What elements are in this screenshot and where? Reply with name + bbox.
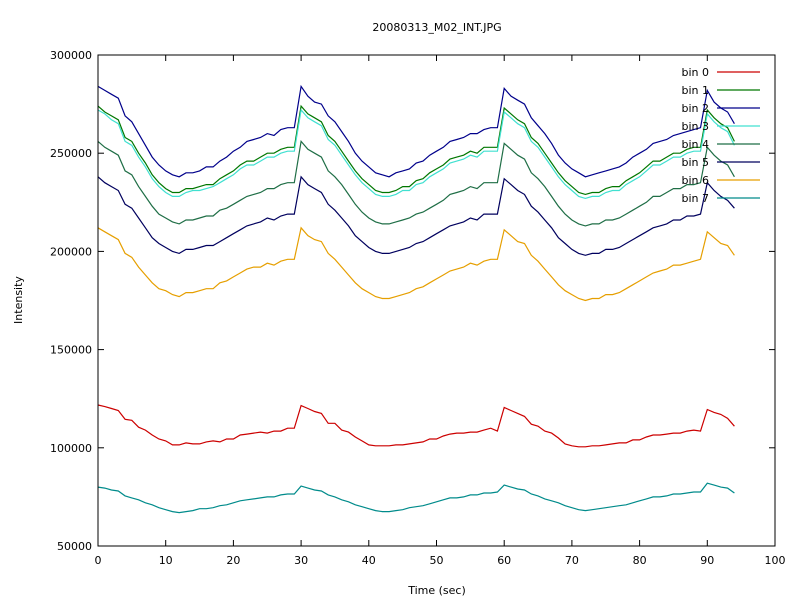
x-tick-label: 50	[430, 554, 444, 567]
legend-label: bin 7	[681, 192, 709, 205]
x-tick-label: 80	[633, 554, 647, 567]
series-line-bin-5	[97, 175, 735, 256]
legend-label: bin 4	[681, 138, 709, 151]
series-layer	[97, 84, 735, 514]
legend-label: bin 6	[681, 174, 709, 187]
x-tick-label: 30	[294, 554, 308, 567]
series-line-bin-6	[97, 226, 735, 302]
series-line-bin-3	[97, 108, 735, 200]
legend: bin 0 bin 1 bin 2 bin 3 bin 4 bin 5 bin 6 bin 7	[681, 66, 760, 205]
x-tick-label: 60	[497, 554, 511, 567]
plot-frame	[97, 54, 776, 547]
chart-title: 20080313_M02_INT.JPG	[372, 21, 501, 34]
x-tick-label: 10	[159, 554, 173, 567]
x-tick-label: 100	[765, 554, 786, 567]
x-tick-label: 0	[95, 554, 102, 567]
x-tick-label: 90	[700, 554, 714, 567]
legend-label: bin 3	[681, 120, 709, 133]
y-tick-label: 150000	[50, 344, 92, 357]
series-line-bin-1	[97, 104, 735, 196]
legend-label: bin 1	[681, 84, 709, 97]
y-tick-label: 250000	[50, 147, 92, 160]
legend-label: bin 2	[681, 102, 709, 115]
series-line-bin-0	[97, 404, 735, 448]
x-tick-label: 70	[565, 554, 579, 567]
series-line-bin-2	[97, 84, 735, 178]
x-axis-label: Time (sec)	[407, 584, 466, 597]
x-tick-label: 40	[362, 554, 376, 567]
series-line-bin-4	[97, 140, 735, 227]
y-tick-label: 200000	[50, 245, 92, 258]
y-axis-label: Intensity	[12, 276, 25, 324]
series-line-bin-7	[97, 482, 735, 514]
y-tick-label: 50000	[57, 540, 92, 553]
legend-label: bin 0	[681, 66, 709, 79]
x-tick-label: 20	[226, 554, 240, 567]
legend-label: bin 5	[681, 156, 709, 169]
axis-layer: 0 10 20 30 40 50 60 70 80 90 100 50000 100000 150000 2…	[50, 49, 786, 567]
y-tick-label: 100000	[50, 442, 92, 455]
y-tick-label: 300000	[50, 49, 92, 62]
